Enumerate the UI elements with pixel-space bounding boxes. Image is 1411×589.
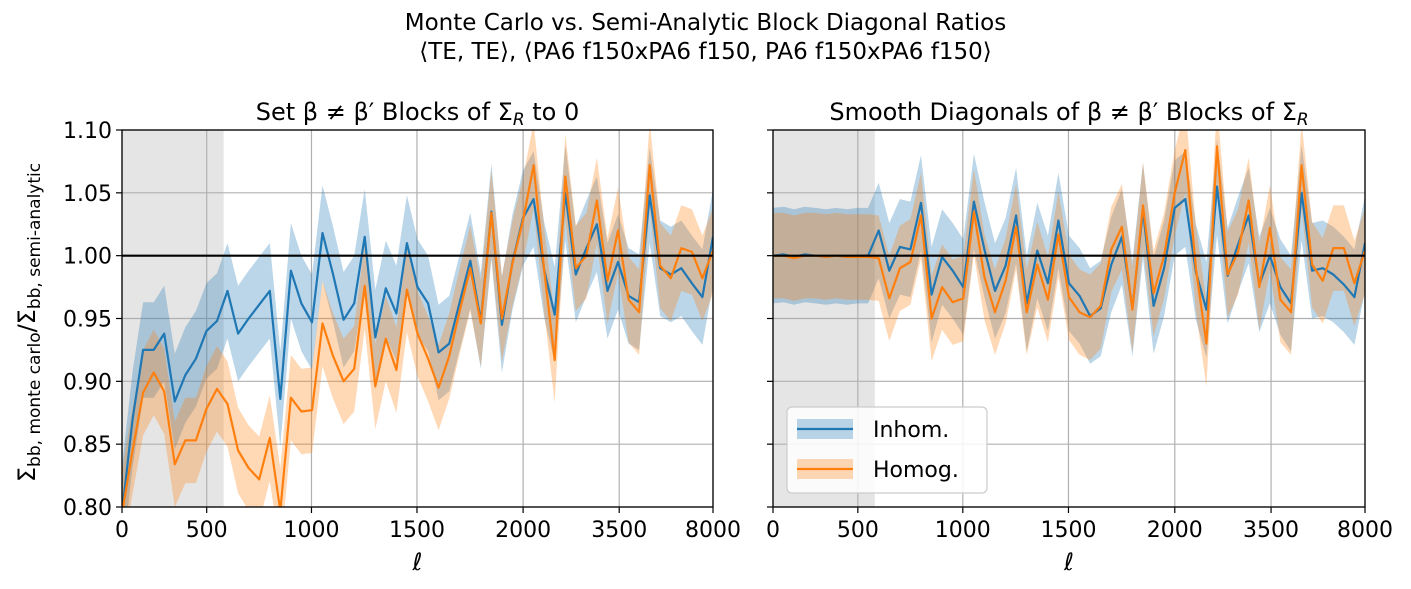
x-tick-label: 1000 xyxy=(283,518,339,543)
series-line-inhom xyxy=(773,185,1365,318)
x-axis-label: ℓ xyxy=(1063,548,1074,576)
x-tick-label: 0 xyxy=(115,518,129,543)
y-tick-label: 0.85 xyxy=(63,433,112,458)
uncertainty-band-inhom xyxy=(122,145,713,507)
y-tick-label: 1.00 xyxy=(63,245,112,270)
y-tick-label: 0.90 xyxy=(63,370,112,395)
x-tick-label: 500 xyxy=(186,518,228,543)
x-tick-label: 2000 xyxy=(1147,518,1203,543)
x-tick-label: 2000 xyxy=(495,518,551,543)
x-tick-label: 3500 xyxy=(591,518,647,543)
x-tick-label: 0 xyxy=(766,518,780,543)
x-tick-label: 8000 xyxy=(685,518,741,543)
x-axis-label: ℓ xyxy=(412,548,423,576)
y-tick-label: 1.05 xyxy=(63,182,112,207)
y-axis-label: Σbb, monte carlo/Σbb, semi-analytic xyxy=(13,163,45,482)
y-tick-label: 0.80 xyxy=(63,496,112,521)
figure-title-line-2: ⟨TE, TE⟩, ⟨PA6 f150xPA6 f150, PA6 f150xP… xyxy=(419,39,992,65)
series-line-homog xyxy=(773,145,1365,345)
figure-title-line-1: Monte Carlo vs. Semi-Analytic Block Diag… xyxy=(404,10,1007,36)
axes-frame xyxy=(121,129,714,508)
plot-area xyxy=(122,130,713,507)
y-tick-label: 0.95 xyxy=(63,308,112,333)
legend-label-inhom: Inhom. xyxy=(873,418,949,443)
y-tick-label: 1.10 xyxy=(63,119,112,144)
x-tick-label: 3500 xyxy=(1243,518,1299,543)
x-tick-label: 500 xyxy=(837,518,879,543)
panel-title: Smooth Diagonals of β ≠ β′ Blocks of ΣR xyxy=(829,98,1308,130)
x-tick-label: 1000 xyxy=(935,518,991,543)
axes-frame xyxy=(772,129,1366,508)
legend: Inhom. Homog. xyxy=(786,406,988,494)
x-tick-label: 1500 xyxy=(1040,518,1096,543)
uncertainty-band-homog xyxy=(122,130,713,507)
series-line-inhom xyxy=(122,191,713,507)
panel-title: Set β ≠ β′ Blocks of ΣR to 0 xyxy=(256,98,580,130)
x-tick-label: 8000 xyxy=(1337,518,1393,543)
x-tick-label: 1500 xyxy=(389,518,445,543)
legend-label-homog: Homog. xyxy=(873,458,959,483)
series-line-homog xyxy=(122,164,713,507)
uncertainty-band-homog xyxy=(773,130,1365,387)
left-panel: 0 500 1000 1500 2000 3500 8000 0.80 0.85 0.90 0.95… xyxy=(13,98,741,576)
plot-area xyxy=(773,130,1365,387)
right-panel: 0 500 1000 1500 2000 3500 8000 Smooth Diagonals… xyxy=(766,98,1393,576)
